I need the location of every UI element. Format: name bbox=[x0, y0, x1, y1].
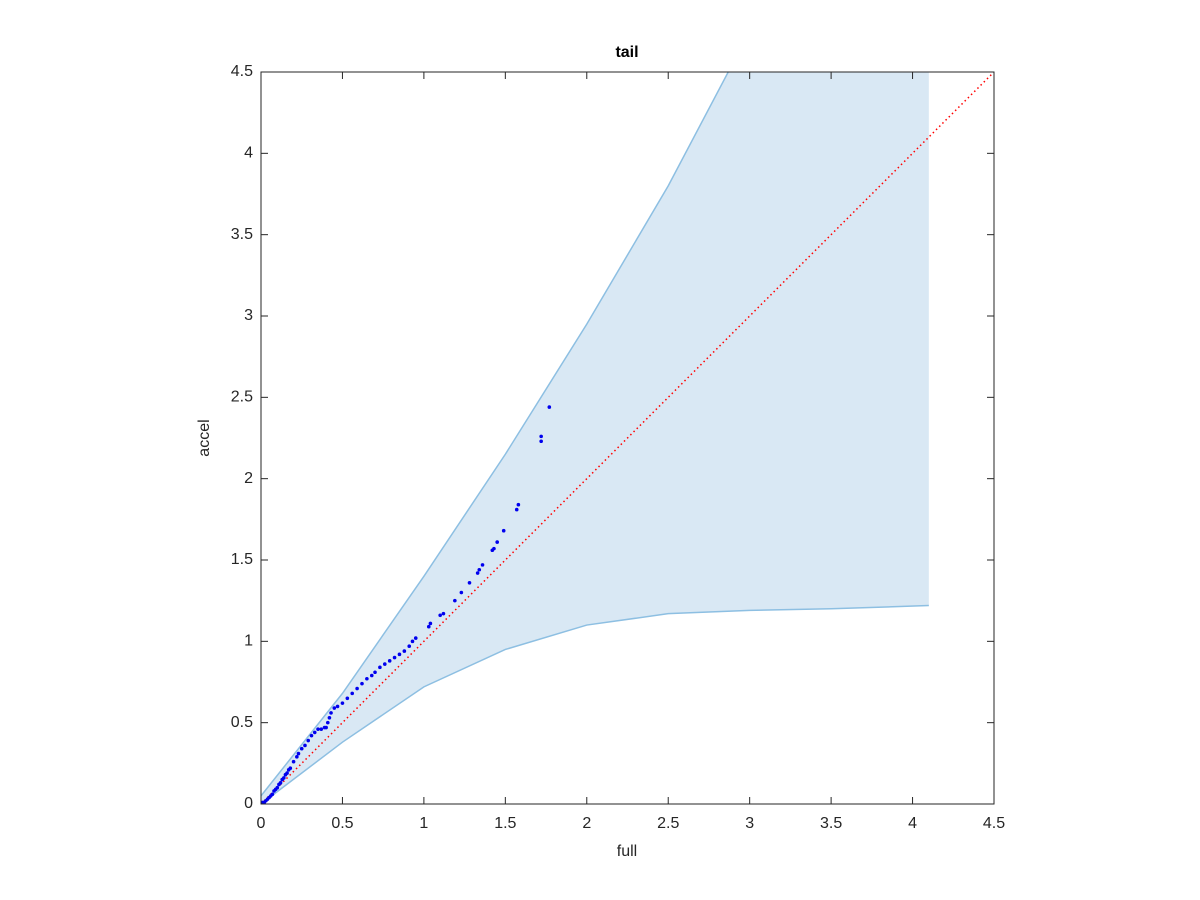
data-point bbox=[467, 580, 472, 585]
data-point bbox=[345, 696, 350, 701]
x-tick-label: 2 bbox=[582, 815, 591, 832]
y-tick-label: 1.5 bbox=[231, 551, 253, 568]
x-tick-label: 1.5 bbox=[494, 815, 516, 832]
data-point bbox=[539, 434, 543, 439]
y-axis-label: accel bbox=[196, 419, 213, 456]
data-point bbox=[282, 776, 286, 780]
confidence-band bbox=[261, 72, 929, 804]
data-point bbox=[428, 621, 433, 626]
band-lower-edge bbox=[261, 604, 929, 804]
data-point bbox=[296, 751, 301, 756]
data-point bbox=[295, 755, 299, 759]
data-point bbox=[392, 655, 397, 660]
data-point bbox=[410, 639, 415, 644]
data-point bbox=[426, 624, 431, 629]
data-point bbox=[291, 759, 296, 764]
data-point bbox=[516, 502, 521, 507]
data-point bbox=[355, 686, 359, 691]
data-point bbox=[365, 676, 369, 681]
y-tick-label: 0.5 bbox=[231, 714, 253, 731]
data-point bbox=[495, 540, 499, 544]
data-point bbox=[539, 439, 543, 444]
data-point bbox=[306, 738, 311, 743]
data-point bbox=[335, 704, 340, 709]
data-point bbox=[319, 727, 324, 731]
data-point bbox=[278, 781, 283, 785]
data-point bbox=[332, 706, 337, 710]
x-tick-label: 1 bbox=[419, 815, 428, 832]
band-upper-edge bbox=[261, 72, 730, 797]
data-point bbox=[407, 644, 412, 649]
data-point bbox=[270, 792, 275, 797]
data-point bbox=[329, 711, 333, 715]
data-point bbox=[312, 730, 317, 735]
data-point bbox=[387, 659, 392, 663]
data-point bbox=[378, 665, 382, 670]
data-point bbox=[459, 590, 464, 595]
y-tick-label: 3.5 bbox=[231, 226, 253, 243]
reference-line bbox=[261, 72, 994, 804]
y-tick-label: 4 bbox=[244, 145, 253, 162]
data-point bbox=[303, 743, 307, 748]
chart-title: tail bbox=[615, 44, 638, 61]
y-tick-label: 1 bbox=[244, 633, 253, 650]
data-point bbox=[275, 785, 280, 790]
data-point bbox=[369, 673, 374, 678]
data-point bbox=[397, 652, 402, 657]
data-point bbox=[316, 727, 320, 731]
data-point bbox=[324, 725, 328, 730]
data-point bbox=[309, 733, 314, 738]
data-point bbox=[299, 746, 304, 751]
data-point bbox=[360, 681, 364, 686]
data-point bbox=[475, 571, 480, 575]
data-point bbox=[327, 715, 332, 720]
data-point bbox=[285, 771, 289, 775]
data-point bbox=[501, 528, 506, 533]
data-point bbox=[382, 662, 387, 666]
data-point bbox=[438, 613, 442, 618]
data-point bbox=[492, 546, 496, 551]
data-point bbox=[413, 636, 418, 640]
data-point bbox=[340, 701, 345, 705]
data-point bbox=[480, 563, 485, 567]
x-tick-label: 4.5 bbox=[983, 815, 1005, 832]
data-point bbox=[453, 598, 457, 603]
data-point bbox=[350, 691, 355, 696]
x-tick-label: 3.5 bbox=[820, 815, 842, 832]
data-point bbox=[325, 720, 330, 725]
x-tick-label: 4 bbox=[908, 815, 917, 832]
x-tick-label: 3 bbox=[745, 815, 754, 832]
x-tick-label: 0 bbox=[257, 815, 266, 832]
plot-area bbox=[261, 72, 994, 804]
data-point bbox=[402, 649, 407, 653]
y-tick-label: 0 bbox=[244, 795, 253, 812]
x-tick-label: 2.5 bbox=[657, 815, 679, 832]
y-tick-label: 4.5 bbox=[231, 63, 253, 80]
y-tick-label: 3 bbox=[244, 307, 253, 324]
data-point bbox=[288, 766, 293, 771]
axes-box bbox=[260, 71, 995, 805]
data-point bbox=[441, 611, 446, 616]
x-tick-label: 0.5 bbox=[331, 815, 353, 832]
y-tick-label: 2.5 bbox=[231, 389, 253, 406]
data-point bbox=[477, 567, 482, 572]
y-tick-label: 2 bbox=[244, 470, 253, 487]
data-point bbox=[373, 670, 377, 675]
x-axis-label: full bbox=[617, 843, 637, 860]
data-point bbox=[547, 405, 552, 409]
data-point bbox=[514, 507, 519, 512]
